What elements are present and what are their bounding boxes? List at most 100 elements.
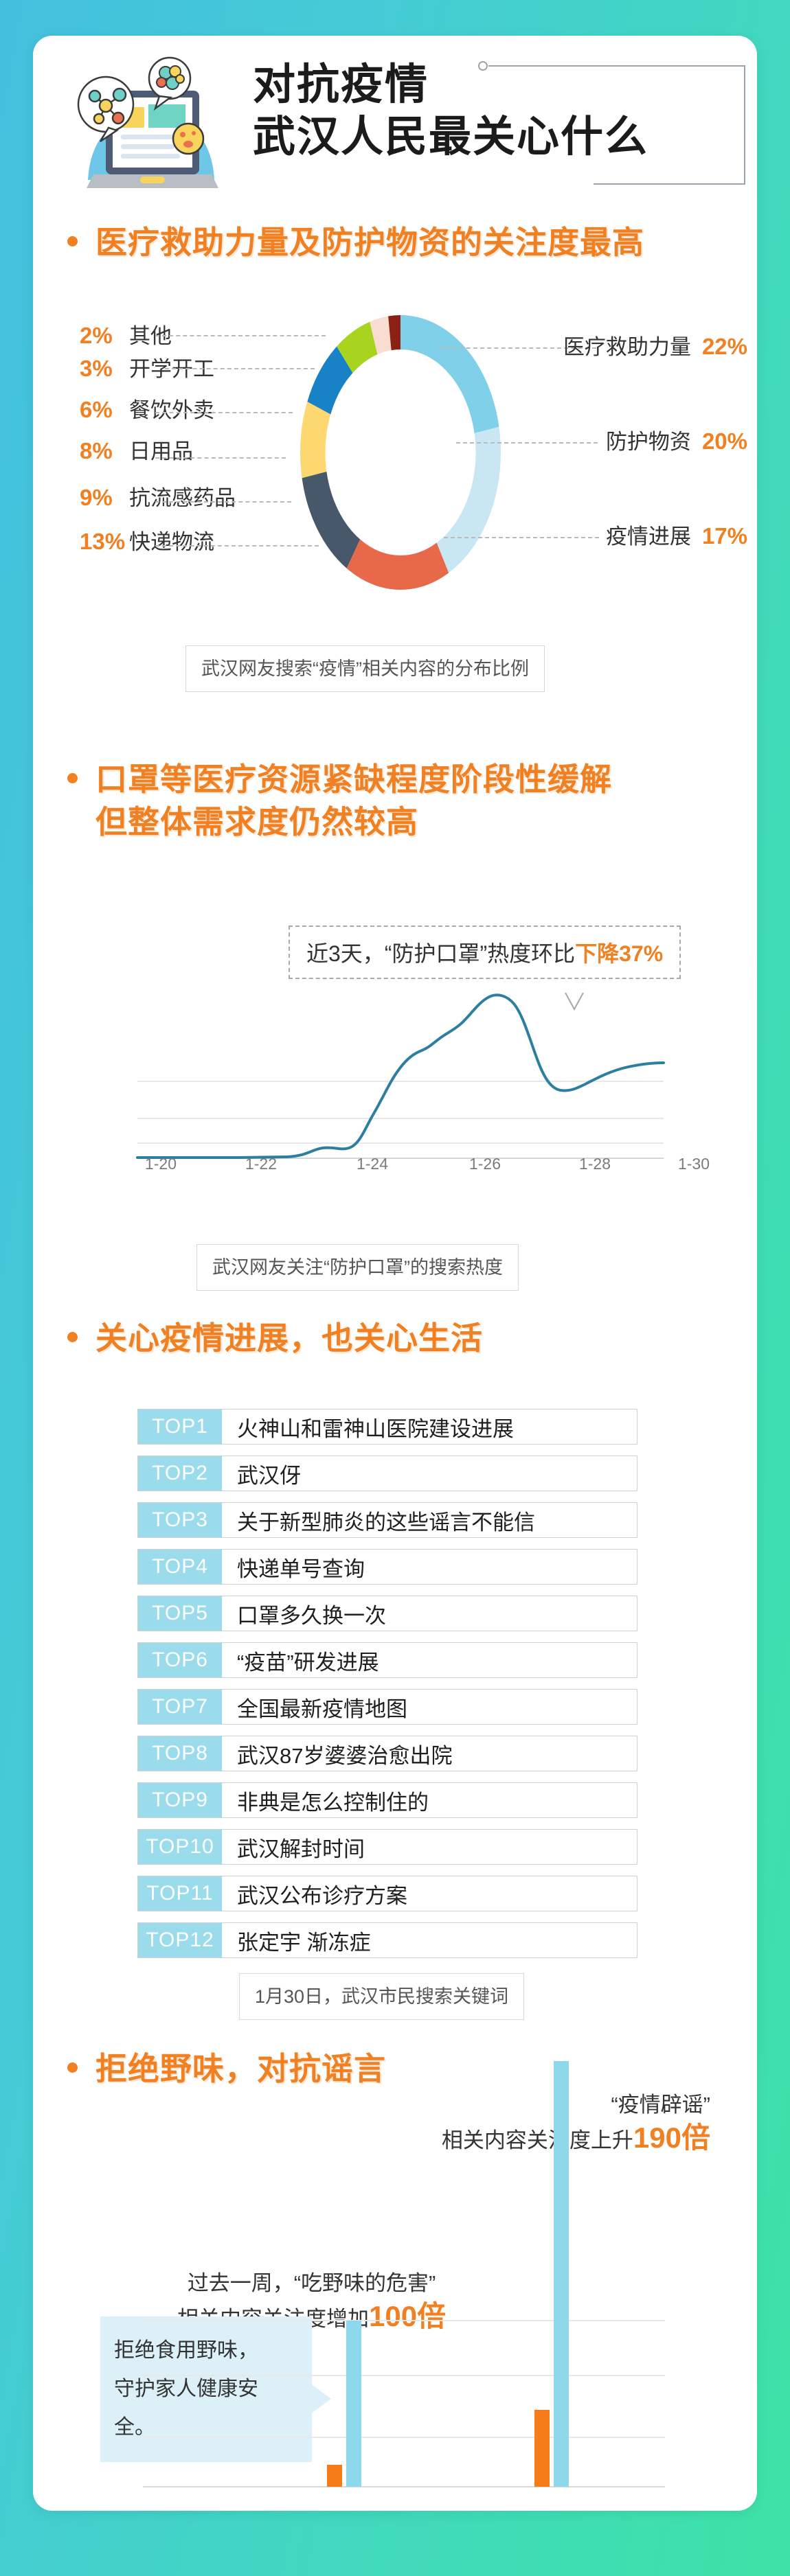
x-tick: 1-26 — [469, 1155, 501, 1173]
leader-line — [155, 335, 326, 336]
list-item[interactable]: TOP2 武汉伢 — [137, 1456, 637, 1491]
donut-chart-section: 2% 其他 3% 开学开工 6% 餐饮外卖 8% 日用品 9% 抗流感药品 13… — [33, 310, 757, 606]
keyword-text: 关于新型肺炎的这些谣言不能信 — [237, 1510, 535, 1534]
annotation-value: 100倍 — [369, 2300, 447, 2332]
legend-label: 防护物资 — [605, 430, 691, 454]
list-item[interactable]: TOP7 全国最新疫情地图 — [137, 1689, 637, 1725]
list-item[interactable]: TOP11 武汉公布诊疗方案 — [137, 1876, 637, 1911]
list-item[interactable]: TOP9 非典是怎么控制住的 — [137, 1782, 637, 1818]
legend-label: 日用品 — [129, 439, 193, 463]
rank-badge: TOP2 — [138, 1456, 222, 1491]
legend-label: 快递物流 — [129, 530, 214, 554]
legend-item-flu-medicine: 9% 抗流感药品 — [80, 481, 236, 511]
list-item[interactable]: TOP3 关于新型肺炎的这些谣言不能信 — [137, 1502, 637, 1538]
legend-item-food-delivery: 6% 餐饮外卖 — [80, 393, 214, 424]
rank-badge: TOP1 — [138, 1410, 222, 1444]
legend-item-other: 2% 其他 — [80, 319, 172, 349]
leader-line — [438, 347, 596, 349]
keyword-text: “疫苗”研发进展 — [237, 1650, 379, 1675]
speech-line-2: 守护家人健康安全。 — [114, 2378, 258, 2439]
list-item[interactable]: TOP6 “疫苗”研发进展 — [137, 1642, 637, 1678]
top-keyword-list: TOP1 火神山和雷神山医院建设进展 TOP2 武汉伢 TOP3 关于新型肺炎的… — [137, 1409, 637, 1969]
x-tick: 1-24 — [356, 1155, 389, 1173]
keyword-text: 全国最新疫情地图 — [237, 1697, 407, 1721]
rank-badge: TOP8 — [138, 1736, 222, 1771]
legend-label: 餐饮外卖 — [129, 398, 214, 422]
annotation-value: 190倍 — [633, 2121, 710, 2154]
page-title: 对抗疫情 武汉人民最关心什么 — [253, 59, 648, 163]
legend-item-daily-goods: 8% 日用品 — [80, 434, 193, 465]
title-line-2: 武汉人民最关心什么 — [253, 113, 649, 161]
rank-badge: TOP10 — [138, 1830, 222, 1864]
legend-label: 其他 — [129, 324, 172, 348]
header: 对抗疫情 武汉人民最关心什么 — [33, 36, 757, 214]
legend-pct: 3% — [80, 356, 113, 381]
list-item[interactable]: TOP1 火神山和雷神山医院建设进展 — [137, 1409, 637, 1445]
donut-chart — [291, 305, 510, 600]
section-title-donut: 医疗救助力量及防护物资的关注度最高 — [95, 225, 644, 260]
rank-badge: TOP9 — [138, 1783, 222, 1817]
annotation-line-1: “疫情辟谣” — [611, 2093, 710, 2117]
section-title-line-2: 但整体需求度仍然较高 — [95, 804, 418, 840]
legend-pct: 8% — [80, 438, 113, 463]
keyword-text: 武汉解封时间 — [237, 1837, 365, 1861]
rank-badge: TOP7 — [138, 1690, 222, 1724]
infographic-card: 对抗疫情 武汉人民最关心什么 医疗救助力量及防护物资的关注度最高 2% 其他 3… — [33, 36, 757, 2511]
annotation-rumor-debunk: “疫情辟谣” 相关内容关注度上升190倍 — [442, 2089, 710, 2157]
leader-line — [155, 545, 319, 547]
legend-pct: 17% — [701, 523, 747, 549]
bar-rumor-after — [554, 2061, 569, 2487]
callout-highlight: 下降37% — [575, 941, 664, 966]
legend-pct: 9% — [80, 485, 113, 510]
bullet-icon — [67, 1332, 78, 1342]
title-line-1: 对抗疫情 — [253, 61, 429, 108]
list-item[interactable]: TOP4 快递单号查询 — [137, 1549, 637, 1585]
list-item[interactable]: TOP12 张定宇 渐冻症 — [137, 1922, 637, 1958]
donut-caption: 武汉网友搜索“疫情”相关内容的分布比例 — [185, 645, 545, 692]
line-chart-plot — [136, 992, 665, 1159]
x-tick: 1-22 — [245, 1155, 278, 1173]
keyword-text: 火神山和雷神山医院建设进展 — [237, 1416, 514, 1441]
callout-prefix: 近3天，“防护口罩”热度环比 — [306, 941, 576, 966]
keyword-text: 武汉87岁婆婆治愈出院 — [237, 1743, 453, 1768]
line-chart-caption: 武汉网友关注“防护口罩”的搜索热度 — [196, 1244, 519, 1291]
legend-label: 开学开工 — [129, 357, 214, 381]
legend-item-epidemic-progress: 疫情进展 17% — [606, 519, 747, 550]
bar-chart-section: “疫情辟谣” 相关内容关注度上升190倍 过去一周，“吃野味的危害” 相关内容关… — [33, 2061, 757, 2500]
rank-badge: TOP3 — [138, 1503, 222, 1537]
section-heading-line: 口罩等医疗资源紧缺程度阶段性缓解 但整体需求度仍然较高 — [67, 758, 612, 843]
legend-label: 医疗救助力量 — [563, 335, 691, 359]
legend-label: 疫情进展 — [605, 525, 691, 549]
leader-line — [165, 368, 315, 369]
leader-line — [155, 501, 291, 503]
section-heading-toplist: 关心疫情进展，也关心生活 — [67, 1317, 483, 1359]
line-chart-callout: 近3天，“防护口罩”热度环比下降37% — [289, 925, 681, 979]
section-heading-bars: 拒绝野味，对抗谣言 — [67, 2047, 386, 2090]
keyword-text: 武汉公布诊疗方案 — [237, 1883, 407, 1908]
toplist-caption: 1月30日，武汉市民搜索关键词 — [239, 1973, 525, 2020]
list-item[interactable]: TOP10 武汉解封时间 — [137, 1829, 637, 1865]
section-title-bars: 拒绝野味，对抗谣言 — [95, 2051, 386, 2086]
list-item[interactable]: TOP5 口罩多久换一次 — [137, 1596, 637, 1631]
leader-line — [155, 457, 286, 459]
keyword-text: 非典是怎么控制住的 — [237, 1790, 429, 1815]
x-tick: 1-30 — [677, 1155, 710, 1173]
speech-line-1: 拒绝食用野味， — [114, 2339, 258, 2362]
legend-item-logistics: 13% 快递物流 — [80, 525, 214, 555]
keyword-text: 武汉伢 — [237, 1463, 301, 1488]
legend-label: 抗流感药品 — [129, 486, 236, 510]
x-tick: 1-20 — [144, 1155, 177, 1173]
x-tick: 1-28 — [578, 1155, 611, 1173]
annotation-line-2: 相关内容关注度上升190倍 — [442, 2121, 710, 2157]
legend-item-protective-supplies: 防护物资 20% — [606, 424, 747, 455]
leader-line — [155, 412, 293, 413]
list-item[interactable]: TOP8 武汉87岁婆婆治愈出院 — [137, 1736, 637, 1771]
section-heading-donut: 医疗救助力量及防护物资的关注度最高 — [67, 221, 644, 264]
section-title-line-1: 口罩等医疗资源紧缺程度阶段性缓解 — [95, 761, 612, 797]
bar-rumor-before — [534, 2410, 550, 2487]
rank-badge: TOP11 — [138, 1876, 222, 1911]
legend-pct: 6% — [80, 397, 113, 422]
bullet-icon — [67, 236, 78, 246]
legend-pct: 2% — [80, 323, 113, 348]
leader-line — [456, 442, 598, 444]
